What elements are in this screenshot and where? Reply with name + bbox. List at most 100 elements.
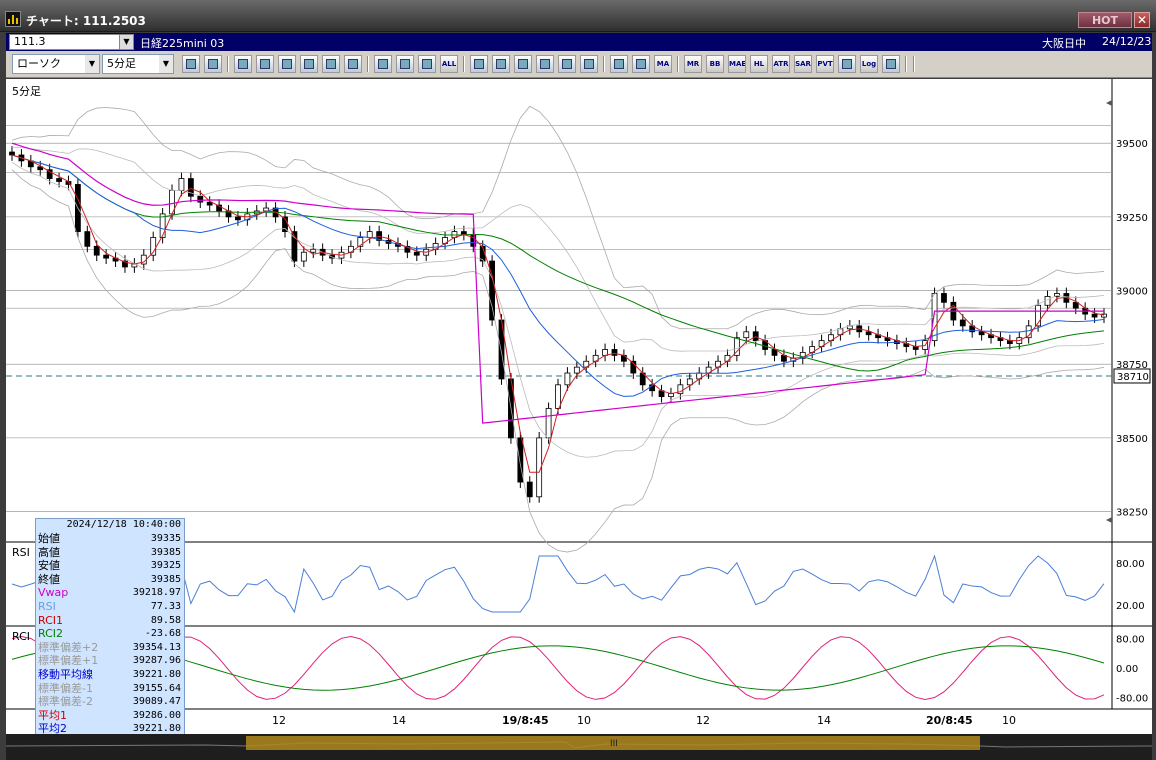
cursor-tool-button[interactable]	[278, 55, 296, 73]
note-icon	[326, 59, 336, 69]
data-panel-key: 始値	[38, 532, 60, 545]
crosshair-tool-button[interactable]	[204, 55, 222, 73]
data-panel-key: RSI	[38, 599, 56, 613]
zoom-tool-button[interactable]	[182, 55, 200, 73]
rci1-line	[11, 636, 1105, 700]
rci-tick-label: -80.00	[1116, 694, 1148, 705]
chevron-down-icon[interactable]: ▼	[159, 55, 173, 73]
data-panel-key: 平均1	[38, 708, 67, 722]
candle-body	[206, 201, 213, 206]
toolbar-separator	[227, 56, 229, 72]
trash-tool-button[interactable]	[344, 55, 362, 73]
mr-tool-button[interactable]: MR	[684, 55, 702, 73]
moving-average-3	[11, 154, 1105, 372]
data-panel-value: 39218.97	[132, 587, 181, 599]
bar2-tool-button[interactable]	[396, 55, 414, 73]
hl-tool-button[interactable]: HL	[750, 55, 768, 73]
mae-tool-button[interactable]: MAE	[728, 55, 746, 73]
chart-canvas[interactable]: 39500 39250 39000 38750 38500 38250 38710 80.00…	[6, 79, 1152, 734]
note-tool-button[interactable]	[322, 55, 340, 73]
data-panel-row: 平均1 39286.00	[36, 709, 184, 723]
data-panel-row: 安値 39325	[36, 559, 184, 573]
chevron-down-icon[interactable]: ▼	[119, 35, 133, 49]
bollinger-upper-2	[11, 105, 1105, 330]
toolbar-separator	[603, 56, 605, 72]
data-panel-key: 標準偏差-1	[38, 681, 93, 695]
moving-average-1	[11, 154, 1105, 473]
chart-type-select[interactable]: ローソク ▼	[12, 54, 100, 74]
tool2-tool-button[interactable]	[492, 55, 510, 73]
interval-select[interactable]: 5分足 ▼	[102, 54, 174, 74]
undo-tool-button[interactable]	[300, 55, 318, 73]
color-tool-button[interactable]	[632, 55, 650, 73]
candle-body	[366, 231, 373, 238]
log-tool-button[interactable]: Log	[860, 55, 878, 73]
data-panel-row: 平均2 39221.80	[36, 722, 184, 736]
sar-tool-button[interactable]: SAR	[794, 55, 812, 73]
bar1-icon	[378, 59, 388, 69]
all-tool-button[interactable]: ALL	[440, 55, 458, 73]
time-axis-label: 20/8:45	[926, 714, 973, 727]
candle-body	[545, 407, 552, 439]
toolbar-separator	[913, 56, 915, 72]
grid-tool-button[interactable]	[580, 55, 598, 73]
scrollbar-thumb[interactable]	[246, 736, 980, 750]
close-button[interactable]: ✕	[1134, 12, 1150, 28]
candle-body	[37, 166, 44, 171]
chart-type-value: ローソク	[17, 57, 61, 70]
time-scrollbar[interactable]: III	[5, 734, 1153, 760]
tool5-tool-button[interactable]	[558, 55, 576, 73]
data-panel-key: RCI1	[38, 613, 64, 627]
candle-body	[743, 331, 750, 339]
chevron-down-icon[interactable]: ▼	[85, 55, 99, 73]
toolbar: ローソク ▼ 5分足 ▼ ALL MA MR BB MAE HL ATR SAR PVT Log	[6, 51, 1152, 78]
box-tool-button[interactable]	[838, 55, 856, 73]
pvt-tool-button[interactable]: PVT	[816, 55, 834, 73]
rsi-tick-label: 20.00	[1116, 601, 1145, 612]
candle-body	[197, 195, 204, 203]
data-panel-value: 39221.80	[132, 723, 181, 735]
scrollbar-track[interactable]: III	[5, 734, 1153, 760]
current-price-label: 38710	[1117, 372, 1149, 383]
brush-tool-button[interactable]	[256, 55, 274, 73]
candle-body	[1101, 313, 1107, 318]
data-panel-key: 移動平均線	[38, 667, 93, 681]
data-panel-value: 89.58	[150, 614, 181, 626]
symbol-select[interactable]: 111.3 ▼	[9, 34, 134, 50]
data-panel-row: 標準偏差-2 39089.47	[36, 695, 184, 709]
toolbar-separator	[463, 56, 465, 72]
candle-body	[686, 378, 693, 386]
bar1-tool-button[interactable]	[374, 55, 392, 73]
market-label: 大阪日中	[1042, 37, 1086, 50]
chart-area[interactable]: 39500 39250 39000 38750 38500 38250 38710 80.00…	[6, 79, 1152, 734]
ma-tool-button[interactable]: MA	[654, 55, 672, 73]
candle-body	[611, 349, 618, 356]
bb-tool-button[interactable]: BB	[706, 55, 724, 73]
data-panel-key: 高値	[38, 545, 60, 559]
candle-body	[56, 178, 62, 182]
chart-background	[6, 79, 1152, 734]
exit-tool-button[interactable]	[882, 55, 900, 73]
hot-button[interactable]: HOT	[1078, 12, 1132, 28]
bar3-tool-button[interactable]	[418, 55, 436, 73]
candle-body	[159, 213, 166, 238]
app-chart-icon	[5, 11, 21, 27]
interval-value: 5分足	[107, 57, 136, 70]
data-panel-key: 終値	[38, 572, 60, 586]
data-panel-value: 39221.80	[132, 668, 181, 680]
data-panel-row: RSI 77.33	[36, 600, 184, 614]
svg-text:III: III	[610, 739, 618, 749]
atr-tool-button[interactable]: ATR	[772, 55, 790, 73]
main-panel-label: 5分足	[12, 85, 41, 98]
candle-body	[216, 204, 223, 212]
pencil-tool-button[interactable]	[610, 55, 628, 73]
price-tick-label: 38250	[1116, 508, 1148, 519]
price-tick-label: 38750	[1116, 360, 1148, 371]
data-panel-value: 39089.47	[132, 696, 181, 708]
tool3-tool-button[interactable]	[514, 55, 532, 73]
pen-tool-button[interactable]	[234, 55, 252, 73]
data-panel-value: 77.33	[150, 600, 181, 612]
tool4-tool-button[interactable]	[536, 55, 554, 73]
tool1-tool-button[interactable]	[470, 55, 488, 73]
time-axis-label: 14	[392, 714, 406, 727]
